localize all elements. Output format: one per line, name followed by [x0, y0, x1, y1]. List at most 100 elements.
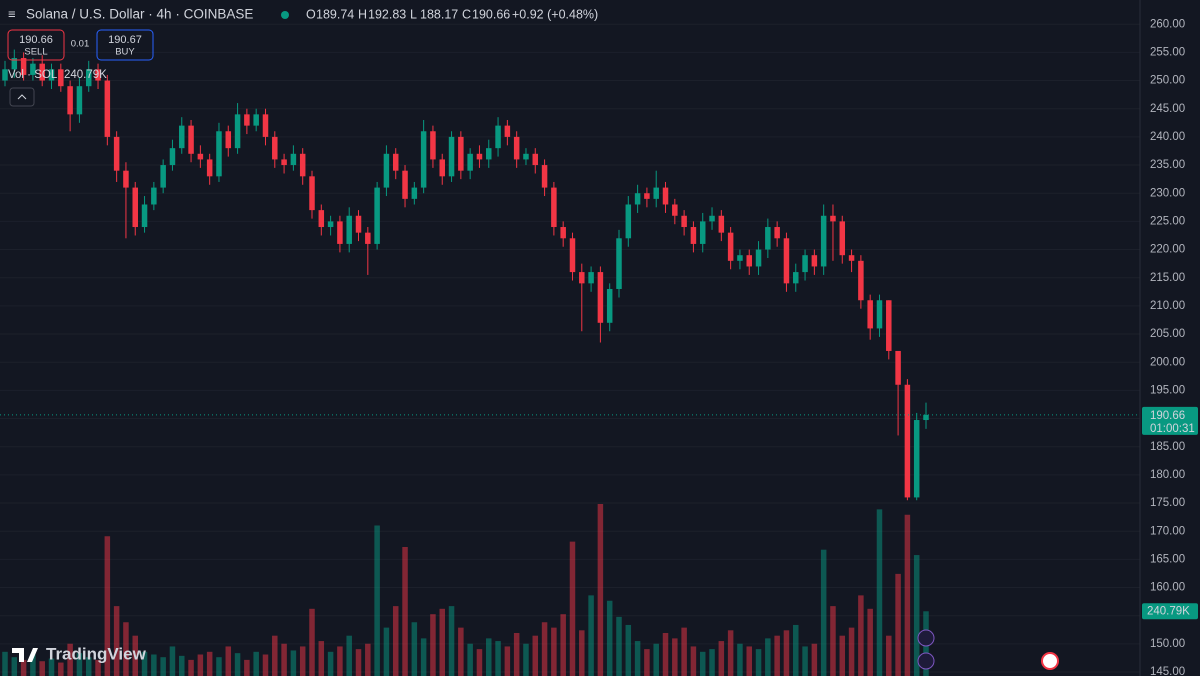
ohlc-value: 189.74 — [316, 7, 354, 21]
collapse-icon — [17, 94, 27, 100]
candle-body — [132, 187, 138, 228]
candle-body — [2, 69, 8, 81]
volume-value: 240.79K — [64, 69, 107, 81]
candle-body — [253, 114, 259, 126]
volume-bar — [699, 651, 706, 676]
candle-body — [85, 69, 92, 87]
ohlc-value: 190.66 — [472, 7, 510, 21]
volume-bar — [532, 635, 539, 676]
volume-bar — [318, 641, 325, 676]
volume-bar — [160, 657, 166, 676]
volume-bar — [67, 643, 73, 676]
buy-button[interactable] — [96, 29, 154, 61]
y-tick-label: 240.00 — [1150, 131, 1185, 143]
volume-bar — [597, 504, 604, 676]
volume-bar — [820, 549, 827, 676]
volume-bar — [76, 653, 83, 676]
volume-bar — [272, 635, 278, 676]
volume-bar — [234, 653, 241, 676]
candle-body — [532, 153, 539, 166]
candle-body — [551, 187, 557, 228]
candle-body — [439, 159, 445, 177]
buy-label: BUY — [115, 47, 135, 58]
candle-body — [913, 420, 920, 498]
candle-body — [848, 255, 855, 261]
volume-bar — [299, 646, 306, 676]
volume-bar — [793, 624, 799, 676]
volume-bar — [606, 600, 613, 676]
candle-body — [904, 384, 911, 498]
candle-body — [672, 204, 678, 216]
volume-bar — [327, 651, 334, 676]
volume-bar — [579, 630, 585, 676]
candle-body — [113, 136, 120, 171]
candle-body — [11, 58, 18, 70]
candle-body — [20, 58, 27, 75]
volume-bar — [132, 635, 138, 676]
chart-title: Solana / U.S. Dollar · 4h · COINBASE — [26, 7, 253, 22]
volume-bar — [523, 643, 529, 676]
candle-body — [206, 159, 213, 177]
y-tick-label: 250.00 — [1150, 75, 1185, 87]
volume-bar — [541, 622, 548, 676]
volume-bar — [104, 536, 111, 676]
ohlc-letter: L — [410, 7, 417, 21]
candle-body — [244, 114, 250, 126]
y-tick-label: 260.00 — [1150, 18, 1185, 30]
sell-button[interactable] — [7, 29, 65, 61]
candle-body — [151, 187, 157, 205]
candle-body — [67, 86, 73, 115]
candle-body — [272, 136, 278, 160]
volume-bar — [653, 643, 659, 676]
volume-bar — [365, 643, 371, 676]
flag-icon[interactable] — [1041, 652, 1059, 670]
candle-body — [383, 153, 390, 188]
volume-bar — [737, 643, 743, 676]
candle-body — [653, 187, 659, 199]
volume-bar — [625, 624, 632, 676]
event-icon[interactable] — [917, 652, 935, 670]
candle-body — [458, 136, 464, 171]
candle-body — [504, 125, 511, 137]
candle-body — [644, 193, 650, 199]
volume-bar — [2, 651, 8, 676]
volume-bar — [151, 654, 157, 676]
volume-bar — [662, 633, 669, 676]
collapse-button[interactable] — [9, 87, 35, 107]
candle-body — [48, 69, 55, 81]
volume-bar — [858, 595, 864, 676]
candle-body — [886, 300, 892, 351]
volume-bar — [355, 649, 362, 676]
y-tick-label: 210.00 — [1150, 300, 1185, 312]
volume-bar — [876, 509, 883, 676]
menu-icon[interactable]: ≡ — [8, 6, 16, 21]
y-tick-label: 200.00 — [1150, 356, 1185, 368]
brand-logo — [12, 648, 38, 662]
candle-body — [597, 272, 604, 323]
candle-body — [290, 153, 297, 166]
volume-bar — [123, 622, 129, 676]
event-icon[interactable] — [917, 629, 935, 647]
volume-badge-label: 240.79K — [1147, 605, 1190, 617]
volume-bar — [262, 654, 269, 676]
candle-body — [737, 255, 743, 261]
volume-bar — [913, 555, 920, 676]
candle-body — [448, 136, 455, 177]
candle-body — [262, 114, 269, 137]
candle-body — [588, 272, 594, 284]
change: +0.92 (+0.48%) — [512, 7, 598, 21]
volume-bar — [513, 633, 520, 676]
candle-body — [104, 80, 111, 137]
candle-body — [606, 288, 613, 323]
ohlc-value: 192.83 — [368, 7, 406, 21]
candle-body — [76, 86, 83, 115]
volume-bar — [886, 635, 892, 676]
y-tick-label: 220.00 — [1150, 244, 1185, 256]
candle-body — [876, 300, 883, 329]
volume-title: Vol · SOL — [8, 69, 58, 81]
candle-body — [625, 204, 632, 239]
volume-bar — [48, 658, 55, 676]
volume-bar — [569, 541, 576, 676]
volume-bar — [290, 650, 297, 676]
